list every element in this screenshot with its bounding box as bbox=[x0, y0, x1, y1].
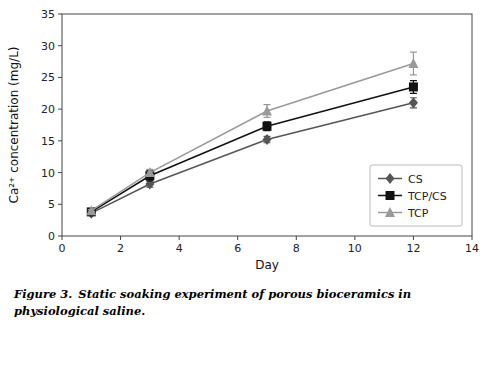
caption: Figure 3. Static soaking experiment of po… bbox=[13, 287, 411, 318]
plot-area bbox=[86, 52, 418, 219]
y-tick-label: 35 bbox=[41, 8, 55, 21]
y-tick bbox=[58, 77, 62, 78]
x-tick-label: 4 bbox=[176, 242, 183, 255]
plot-frame bbox=[62, 14, 472, 236]
point bbox=[409, 82, 418, 91]
legend-marker bbox=[385, 207, 395, 217]
series-line bbox=[91, 87, 413, 212]
x-tick bbox=[120, 236, 121, 240]
y-tick bbox=[58, 14, 62, 15]
x-tick bbox=[413, 236, 414, 240]
legend-label: TCP/CS bbox=[407, 190, 447, 203]
point bbox=[263, 134, 272, 145]
series bbox=[86, 52, 418, 215]
point bbox=[263, 122, 272, 131]
x-tick bbox=[296, 236, 297, 240]
x-axis-label: Day bbox=[255, 258, 279, 272]
point bbox=[409, 97, 418, 108]
x-tick-label: 0 bbox=[59, 242, 66, 255]
y-tick-label: 10 bbox=[41, 167, 55, 180]
legend-marker bbox=[386, 191, 395, 200]
y-tick-label: 30 bbox=[41, 40, 55, 53]
x-tick-label: 10 bbox=[348, 242, 362, 255]
y-tick-label: 0 bbox=[48, 230, 55, 243]
point bbox=[262, 106, 272, 116]
x-tick-label: 2 bbox=[117, 242, 124, 255]
x-tick bbox=[472, 236, 473, 240]
error-bar bbox=[264, 122, 271, 131]
point bbox=[145, 167, 155, 177]
caption-text: Static soaking experiment of porous bioc… bbox=[14, 287, 411, 318]
y-axis: 0 5 10 15 20 25 30 35 bbox=[41, 8, 62, 243]
caption-label: Figure 3. bbox=[13, 287, 72, 301]
series-line bbox=[91, 63, 413, 210]
y-tick-label: 25 bbox=[41, 71, 55, 84]
y-tick bbox=[58, 236, 62, 237]
x-tick bbox=[237, 236, 238, 240]
x-tick-label: 12 bbox=[406, 242, 420, 255]
y-tick bbox=[58, 172, 62, 173]
series bbox=[87, 81, 418, 217]
y-tick bbox=[58, 45, 62, 46]
legend-box bbox=[370, 165, 462, 226]
legend-label: TCP bbox=[407, 207, 429, 220]
error-bar bbox=[410, 98, 417, 108]
caption-line: physiological saline. bbox=[14, 304, 145, 318]
series bbox=[87, 97, 418, 218]
y-tick-label: 5 bbox=[48, 198, 55, 211]
legend-marker bbox=[386, 173, 395, 184]
error-bar bbox=[410, 81, 417, 94]
y-tick-label: 15 bbox=[41, 135, 55, 148]
point bbox=[86, 205, 96, 215]
y-tick bbox=[58, 140, 62, 141]
x-tick bbox=[179, 236, 180, 240]
legend-label: CS bbox=[408, 173, 423, 186]
y-tick bbox=[58, 204, 62, 205]
legend: CS TCP/CS TCP bbox=[370, 165, 462, 226]
chart: 0 2 4 6 8 10 12 14 0 5 10 15 20 25 30 35 Day Ca²⁺ concent… bbox=[0, 0, 488, 384]
y-tick-label: 20 bbox=[41, 103, 55, 116]
x-tick-label: 14 bbox=[465, 242, 479, 255]
point bbox=[408, 58, 418, 68]
x-tick bbox=[354, 236, 355, 240]
y-tick bbox=[58, 109, 62, 110]
y-axis-label: Ca²⁺ concentration (mg/L) bbox=[7, 46, 21, 203]
x-axis: 0 2 4 6 8 10 12 14 bbox=[59, 236, 480, 255]
x-tick-label: 6 bbox=[234, 242, 241, 255]
x-tick-label: 8 bbox=[293, 242, 300, 255]
x-tick bbox=[62, 236, 63, 240]
caption-line: Static soaking experiment of porous bioc… bbox=[78, 287, 411, 301]
